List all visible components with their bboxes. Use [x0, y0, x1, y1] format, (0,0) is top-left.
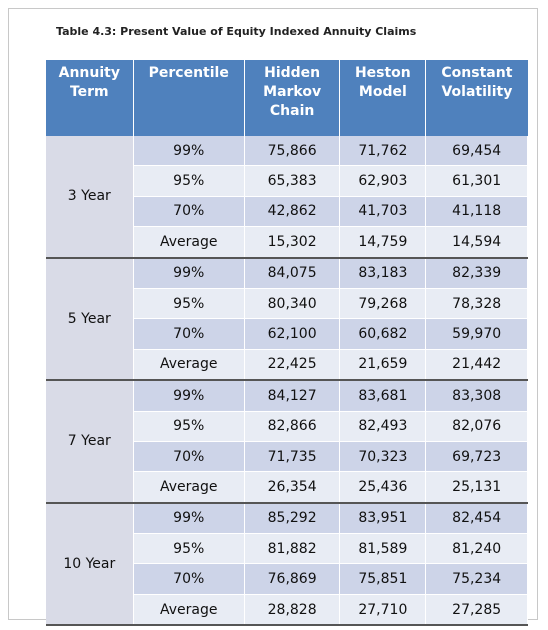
value-cell: 42,862: [244, 196, 341, 228]
value-cell: 60,682: [339, 318, 427, 350]
value-cell: 25,131: [425, 471, 528, 504]
value-cell: 79,268: [339, 288, 427, 320]
table-row: 70% 76,869 75,851 75,234: [46, 563, 528, 595]
value-cell: 15,302: [244, 226, 341, 259]
table-row: 70% 62,100 60,682 59,970: [46, 318, 528, 350]
value-cell: 83,183: [339, 257, 427, 289]
value-cell: 82,339: [425, 257, 528, 289]
term-cell: 7 Year: [46, 380, 134, 504]
column-header: Heston Model: [339, 60, 427, 136]
table-row: 95% 81,882 81,589 81,240: [46, 533, 528, 565]
value-cell: 71,762: [339, 136, 427, 167]
value-cell: 75,866: [244, 136, 341, 167]
value-cell: 78,328: [425, 288, 528, 320]
percentile-cell: Average: [133, 349, 245, 382]
percentile-cell: 95%: [133, 288, 245, 320]
value-cell: 69,723: [425, 441, 528, 473]
term-cell: 3 Year: [46, 136, 134, 259]
percentile-cell: 70%: [133, 196, 245, 228]
value-cell: 21,442: [425, 349, 528, 382]
value-cell: 76,869: [244, 563, 341, 595]
table-row: 95% 65,383 62,903 61,301: [46, 165, 528, 197]
value-cell: 83,681: [339, 380, 427, 412]
table-title: Table 4.3: Present Value of Equity Index…: [56, 25, 417, 38]
table-row: Average 28,828 27,710 27,285: [46, 594, 528, 627]
value-cell: 59,970: [425, 318, 528, 350]
value-cell: 81,882: [244, 533, 341, 565]
value-cell: 14,594: [425, 226, 528, 259]
header-row: Annuity Term Percentile Hidden Markov Chai…: [46, 60, 528, 136]
percentile-cell: 95%: [133, 165, 245, 197]
value-cell: 83,951: [339, 502, 427, 535]
value-cell: 81,589: [339, 533, 427, 565]
value-cell: 62,100: [244, 318, 341, 350]
value-cell: 41,118: [425, 196, 528, 228]
table-row: Average 26,354 25,436 25,131: [46, 471, 528, 504]
value-cell: 69,454: [425, 136, 528, 167]
table-row: 10 Year 99% 85,292 83,951 82,454: [46, 502, 528, 627]
table-row: Average 22,425 21,659 21,442: [46, 349, 528, 382]
column-header: Annuity Term: [46, 60, 134, 136]
value-cell: 82,493: [339, 411, 427, 442]
term-cell: 5 Year: [46, 257, 134, 382]
value-cell: 84,127: [244, 380, 341, 412]
value-cell: 27,285: [425, 594, 528, 627]
percentile-cell: 99%: [133, 257, 245, 289]
value-cell: 84,075: [244, 257, 341, 289]
value-cell: 22,425: [244, 349, 341, 382]
value-cell: 83,308: [425, 380, 528, 412]
table-row: 95% 80,340 79,268 78,328: [46, 288, 528, 320]
table-row: 7 Year 99% 84,127 83,681 83,308: [46, 380, 528, 504]
value-cell: 75,234: [425, 563, 528, 595]
percentile-cell: 70%: [133, 563, 245, 595]
percentile-cell: Average: [133, 226, 245, 259]
table-row: Average 15,302 14,759 14,594: [46, 226, 528, 259]
value-cell: 70,323: [339, 441, 427, 473]
frame: Table 4.3: Present Value of Equity Index…: [8, 8, 538, 627]
value-cell: 75,851: [339, 563, 427, 595]
value-cell: 82,454: [425, 502, 528, 535]
percentile-cell: 95%: [133, 533, 245, 565]
percentile-cell: 70%: [133, 441, 245, 473]
value-cell: 81,240: [425, 533, 528, 565]
percentile-cell: 99%: [133, 136, 245, 167]
table-row: 70% 42,862 41,703 41,118: [46, 196, 528, 228]
table-body: 3 Year 99% 75,866 71,762 69,454 95% 65,383 62,9…: [46, 136, 528, 627]
value-cell: 41,703: [339, 196, 427, 228]
table-row: 3 Year 99% 75,866 71,762 69,454: [46, 136, 528, 259]
value-cell: 28,828: [244, 594, 341, 627]
column-header: Percentile: [133, 60, 245, 136]
value-cell: 27,710: [339, 594, 427, 627]
column-header: Hidden Markov Chain: [244, 60, 341, 136]
table-row: 5 Year 99% 84,075 83,183 82,339: [46, 257, 528, 382]
value-cell: 62,903: [339, 165, 427, 197]
percentile-cell: 70%: [133, 318, 245, 350]
value-cell: 21,659: [339, 349, 427, 382]
value-cell: 82,866: [244, 411, 341, 442]
term-cell: 10 Year: [46, 502, 134, 627]
value-cell: 85,292: [244, 502, 341, 535]
value-cell: 25,436: [339, 471, 427, 504]
value-cell: 65,383: [244, 165, 341, 197]
value-cell: 26,354: [244, 471, 341, 504]
percentile-cell: 99%: [133, 380, 245, 412]
percentile-cell: 95%: [133, 411, 245, 442]
value-cell: 71,735: [244, 441, 341, 473]
percentile-cell: Average: [133, 471, 245, 504]
table-row: 95% 82,866 82,493 82,076: [46, 411, 528, 442]
value-cell: 80,340: [244, 288, 341, 320]
column-header: Constant Volatility: [425, 60, 528, 136]
value-cell: 82,076: [425, 411, 528, 442]
percentile-cell: Average: [133, 594, 245, 627]
value-cell: 61,301: [425, 165, 528, 197]
table: Annuity Term Percentile Hidden Markov Chai…: [46, 60, 528, 627]
percentile-cell: 99%: [133, 502, 245, 535]
table-row: 70% 71,735 70,323 69,723: [46, 441, 528, 473]
value-cell: 14,759: [339, 226, 427, 259]
